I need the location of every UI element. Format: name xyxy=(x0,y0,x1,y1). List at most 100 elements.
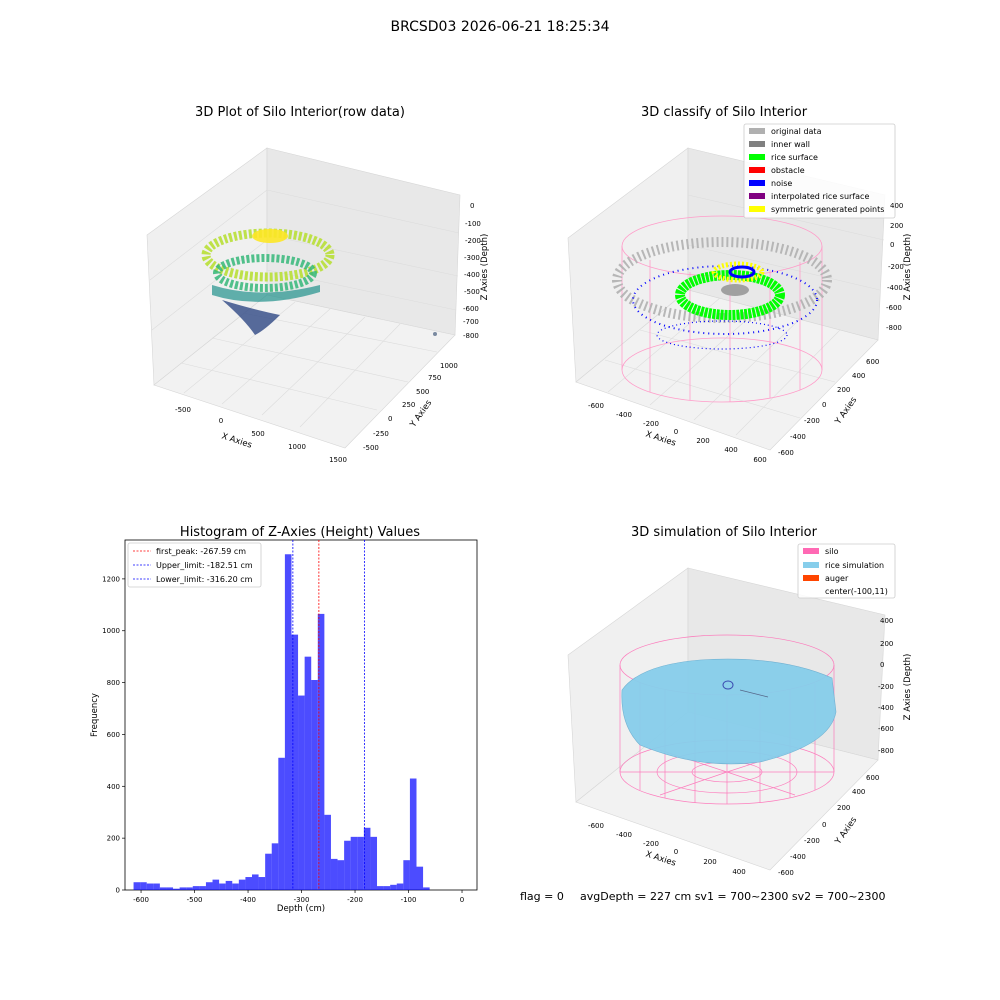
histogram-y-tick-label: 400 xyxy=(107,783,120,791)
histogram-bar xyxy=(423,887,430,890)
sim-legend-box xyxy=(797,543,896,599)
sim-z-tick: -600 xyxy=(878,725,894,733)
sim-legend-label: center(-100,11) xyxy=(825,587,888,596)
histogram-bar xyxy=(225,880,233,890)
raw-y-tick: 250 xyxy=(402,401,415,409)
histogram-bar xyxy=(212,879,220,890)
histogram-x-tick-label: -400 xyxy=(240,896,256,904)
classify-legend-swatch xyxy=(749,193,765,199)
raw-panel-title: 3D Plot of Silo Interior(row data) xyxy=(195,105,405,120)
histogram-panel: Histogram of Z-Axies (Height) Values -60… xyxy=(90,525,478,914)
histogram-bar xyxy=(140,882,147,890)
histogram-bar xyxy=(173,888,180,890)
raw-z-tick: -700 xyxy=(463,318,479,326)
classify-legend-label: rice surface xyxy=(771,153,818,162)
raw-cloud-lower-funnel xyxy=(222,300,280,335)
raw-y-tick: 0 xyxy=(388,415,392,423)
raw-z-label: Z Axies (Depth) xyxy=(480,234,490,301)
sim-x-tick: -600 xyxy=(588,822,604,830)
histogram-bar xyxy=(298,695,305,890)
histogram-y-tick-label: 1000 xyxy=(102,627,120,635)
classify-x-tick: 0 xyxy=(674,428,678,436)
histogram-bar xyxy=(146,883,154,890)
histogram-x-label: Depth (cm) xyxy=(277,904,325,914)
sim-x-tick: 0 xyxy=(674,848,678,856)
sim-legend-swatch xyxy=(803,575,819,581)
sim-x-tick: 400 xyxy=(732,868,745,876)
sim-legend-swatch xyxy=(803,548,819,554)
sim-x-ticks: -600 -400 -200 0 200 400 xyxy=(588,822,746,876)
raw-y-ticks: -500 -250 0 250 500 750 1000 xyxy=(363,362,458,452)
histogram-bar xyxy=(199,886,206,890)
sim-z-tick: 400 xyxy=(880,617,893,625)
classify-x-tick: 400 xyxy=(724,446,737,454)
classify-legend-swatch xyxy=(749,128,765,134)
classify-y-tick: 400 xyxy=(852,372,865,380)
footer-flag: flag = 0 xyxy=(520,890,564,903)
histogram-bars xyxy=(133,554,430,890)
histogram-bar xyxy=(258,877,266,890)
raw-outlier-point xyxy=(433,332,437,336)
histogram-legend-label: Lower_limit: -316.20 cm xyxy=(156,575,253,584)
histogram-bar xyxy=(357,836,364,890)
raw-z-tick: -400 xyxy=(464,271,480,279)
raw-cloud-mid-band xyxy=(212,285,320,302)
histogram-x-tick-label: 0 xyxy=(460,896,464,904)
classify-y-ticks: -600 -400 -200 0 200 400 600 xyxy=(778,358,879,457)
classify-y-tick: -400 xyxy=(790,433,806,441)
histogram-bar xyxy=(186,887,193,890)
histogram-title: Histogram of Z-Axies (Height) Values xyxy=(180,525,420,540)
sim-z-label: Z Axies (Depth) xyxy=(903,654,913,721)
sim-y-tick: 0 xyxy=(822,821,826,829)
sim-legend-label: auger xyxy=(825,574,849,583)
histogram-x-tick-label: -300 xyxy=(294,896,310,904)
histogram-bar xyxy=(377,886,384,890)
classify-z-ticks: 400 200 0 -200 -400 -600 -800 xyxy=(886,202,904,332)
histogram-x-ticks: -600 -500 -400 -300 -200 -100 0 xyxy=(133,890,464,904)
histogram-x-tick-label: -200 xyxy=(347,896,363,904)
histogram-bar xyxy=(330,858,338,890)
histogram-y-label: Frequency xyxy=(90,693,100,737)
classify-point-cloud xyxy=(612,237,832,350)
classify-floor-pane xyxy=(575,289,879,451)
classify-legend-swatch xyxy=(749,180,765,186)
histogram-bar xyxy=(133,882,141,890)
sim-z-tick: -400 xyxy=(878,704,894,712)
sim-legend-label: silo xyxy=(825,547,839,556)
histogram-bar xyxy=(219,883,226,890)
raw-z-tick: 0 xyxy=(470,202,474,210)
classify-legend-label: symmetric generated points xyxy=(771,205,884,214)
histogram-bar xyxy=(245,877,252,890)
histogram-legend: first_peak: -267.59 cm Upper_limit: -182… xyxy=(127,542,262,588)
sim-x-label: X Axies xyxy=(644,849,677,868)
classify-original-points xyxy=(612,237,832,323)
classify-z-tick: -400 xyxy=(887,284,903,292)
raw-x-tick: 1000 xyxy=(288,443,306,451)
histogram-bar xyxy=(390,884,397,890)
histogram-bar xyxy=(344,840,351,890)
histogram-y-tick-label: 600 xyxy=(107,731,120,739)
simulation-panel-title: 3D simulation of Silo Interior xyxy=(631,525,818,540)
classify-z-tick: -800 xyxy=(886,324,902,332)
histogram-bar xyxy=(337,860,345,890)
raw-z-tick: -600 xyxy=(463,305,479,313)
sim-z-tick: -800 xyxy=(878,747,894,755)
classify-x-tick: -600 xyxy=(588,402,604,410)
classify-y-tick: 600 xyxy=(866,358,879,366)
sim-auger-shaft xyxy=(739,689,769,698)
classify-legend-label: original data xyxy=(771,127,822,136)
classify-3d-panel: 3D classify of Silo Interior xyxy=(567,105,913,464)
classify-legend-label: interpolated rice surface xyxy=(771,192,869,201)
histogram-bar xyxy=(153,883,160,890)
raw-x-tick: 1500 xyxy=(329,456,347,464)
raw-z-tick: -200 xyxy=(465,237,481,245)
classify-legend-swatch xyxy=(749,154,765,160)
classify-y-tick: 200 xyxy=(837,386,850,394)
histogram-legend-label: Upper_limit: -182.51 cm xyxy=(156,561,253,570)
classify-z-tick: -600 xyxy=(886,304,902,312)
histogram-bar xyxy=(265,853,272,890)
sim-y-tick: -200 xyxy=(804,837,820,845)
classify-symmetric-points xyxy=(711,261,765,283)
classify-z-tick: -200 xyxy=(888,263,904,271)
